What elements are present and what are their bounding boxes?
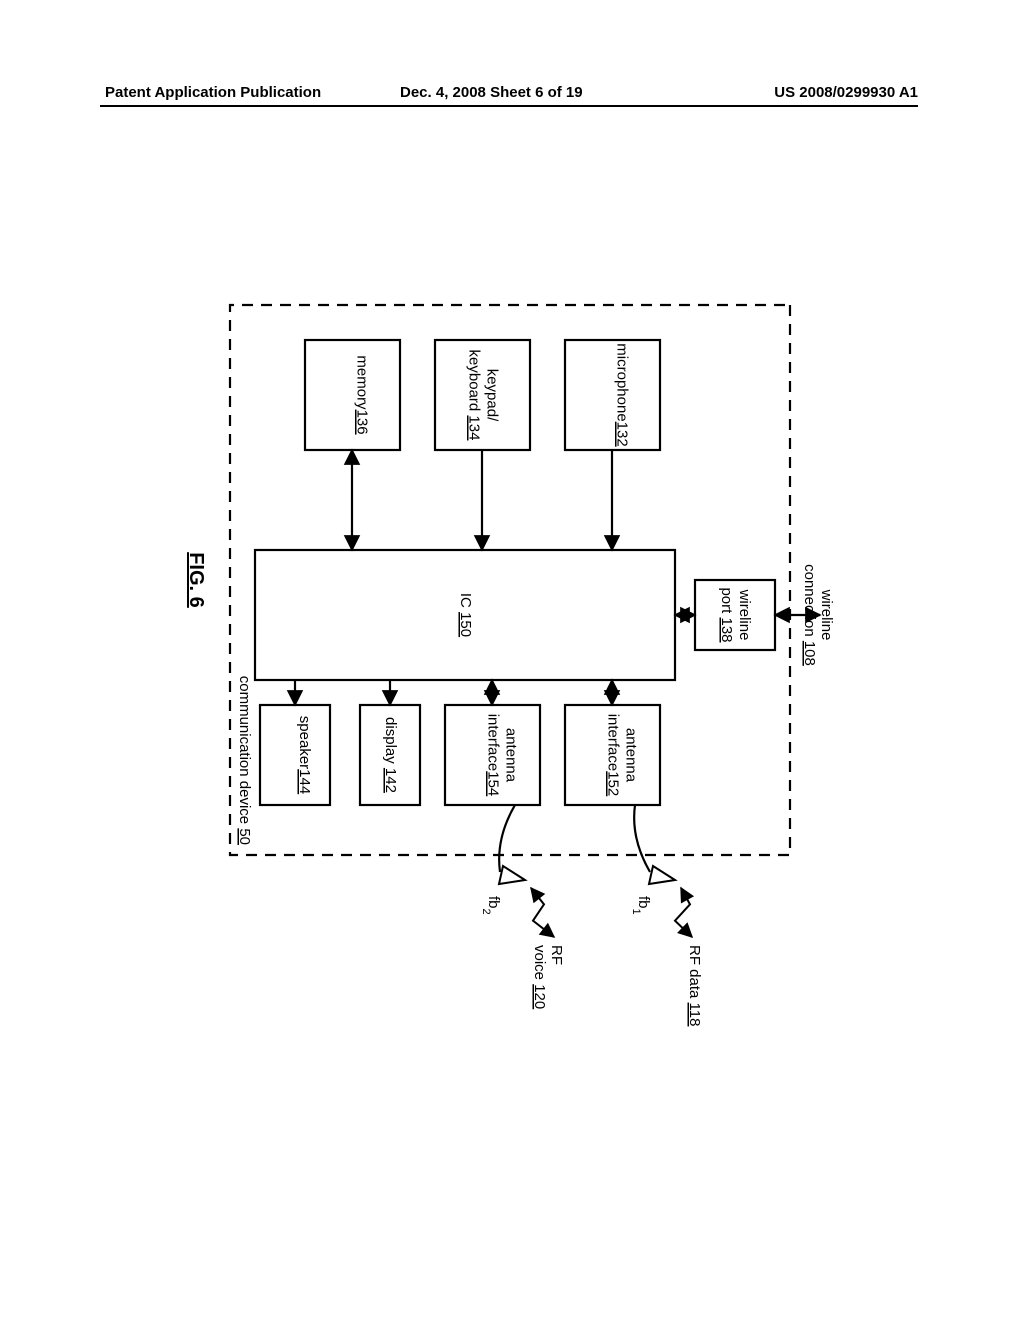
block-display: display 142: [360, 705, 420, 805]
device-label: communication device 50: [236, 676, 253, 845]
figure-6-diagram: wirelineport 138 IC 150 microphone132 keypa…: [100, 130, 920, 1220]
wireline-connection-label: wirelineconnection 108: [801, 564, 835, 666]
rf-arrow-2: [531, 888, 554, 937]
block-ant_if_1: antennainterface152: [565, 705, 660, 805]
conn-ant2-to-tri: [499, 805, 515, 872]
antenna-1: [649, 866, 675, 884]
block-keypad: keypad/keyboard 134: [435, 340, 530, 450]
svg-text:wirelineport 138: wirelineport 138: [718, 587, 753, 642]
fb-label-1: fb1: [630, 896, 652, 915]
header-rule: [100, 105, 918, 107]
antenna-2: [499, 866, 525, 884]
svg-text:memory136: memory136: [354, 355, 371, 434]
block-microphone: microphone132: [565, 340, 660, 450]
header-mid: Dec. 4, 2008 Sheet 6 of 19: [400, 84, 583, 101]
svg-text:speaker144: speaker144: [296, 716, 313, 794]
block-speaker: speaker144: [260, 705, 330, 805]
block-wireline_port: wirelineport 138: [695, 580, 775, 650]
block-ic: IC 150: [255, 550, 675, 680]
header-right: US 2008/0299930 A1: [774, 84, 918, 101]
rf-arrow-1: [675, 888, 692, 937]
block-ant_if_2: antennainterface154: [445, 705, 540, 805]
conn-ant1-to-tri: [634, 805, 650, 872]
svg-text:microphone132: microphone132: [614, 343, 631, 446]
figure-caption: FIG. 6: [185, 552, 207, 608]
figure-svg: wirelineport 138 IC 150 microphone132 keypa…: [100, 130, 920, 1220]
rf-voice-label: RFvoice 120: [531, 945, 565, 1009]
block-memory: memory136: [305, 340, 400, 450]
svg-text:IC 150: IC 150: [457, 593, 474, 637]
svg-text:display 142: display 142: [382, 717, 399, 793]
header-left: Patent Application Publication: [105, 84, 321, 101]
fb-label-2: fb2: [480, 896, 502, 915]
rf-data-label: RF data 118: [686, 945, 703, 1026]
